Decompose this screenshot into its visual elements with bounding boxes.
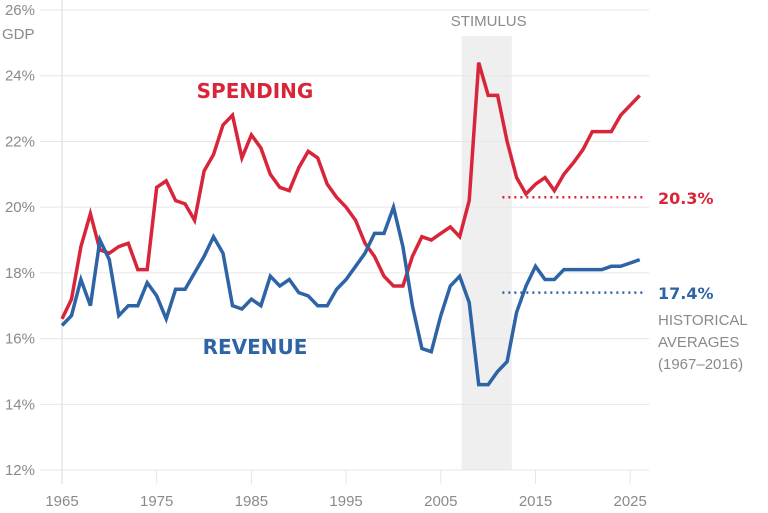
averages-note-line3: (1967–2016) bbox=[658, 356, 743, 373]
x-tick-label: 1995 bbox=[329, 493, 362, 510]
x-tick-label: 1975 bbox=[140, 493, 173, 510]
y-tick-label: 12% bbox=[5, 462, 35, 479]
y-unit-label: GDP bbox=[2, 26, 35, 43]
x-tick-label: 1985 bbox=[235, 493, 268, 510]
stimulus-band bbox=[461, 36, 512, 471]
y-tick-label: 22% bbox=[5, 133, 35, 150]
y-tick-label: 14% bbox=[5, 396, 35, 413]
averages-note-line2: AVERAGES bbox=[658, 334, 739, 351]
y-tick-label: 16% bbox=[5, 331, 35, 348]
average-label-revenue: 17.4% bbox=[658, 284, 714, 303]
stimulus-label: STIMULUS bbox=[451, 13, 527, 30]
series-label-spending: SPENDING bbox=[197, 79, 314, 103]
series-line-revenue bbox=[60, 201, 641, 387]
average-label-spending: 20.3% bbox=[658, 189, 714, 208]
x-tick-label: 2005 bbox=[424, 493, 457, 510]
y-tick-label: 20% bbox=[5, 199, 35, 216]
series-line-spending bbox=[60, 62, 641, 320]
series-label-revenue: REVENUE bbox=[203, 335, 308, 359]
y-tick-label: 26% bbox=[5, 2, 35, 19]
averages-note-line1: HISTORICAL bbox=[658, 312, 748, 329]
x-tick-label: 2025 bbox=[614, 493, 647, 510]
y-tick-label: 24% bbox=[5, 68, 35, 85]
x-tick-label: 2015 bbox=[519, 493, 552, 510]
y-tick-label: 18% bbox=[5, 265, 35, 282]
x-tick-label: 1965 bbox=[45, 493, 78, 510]
